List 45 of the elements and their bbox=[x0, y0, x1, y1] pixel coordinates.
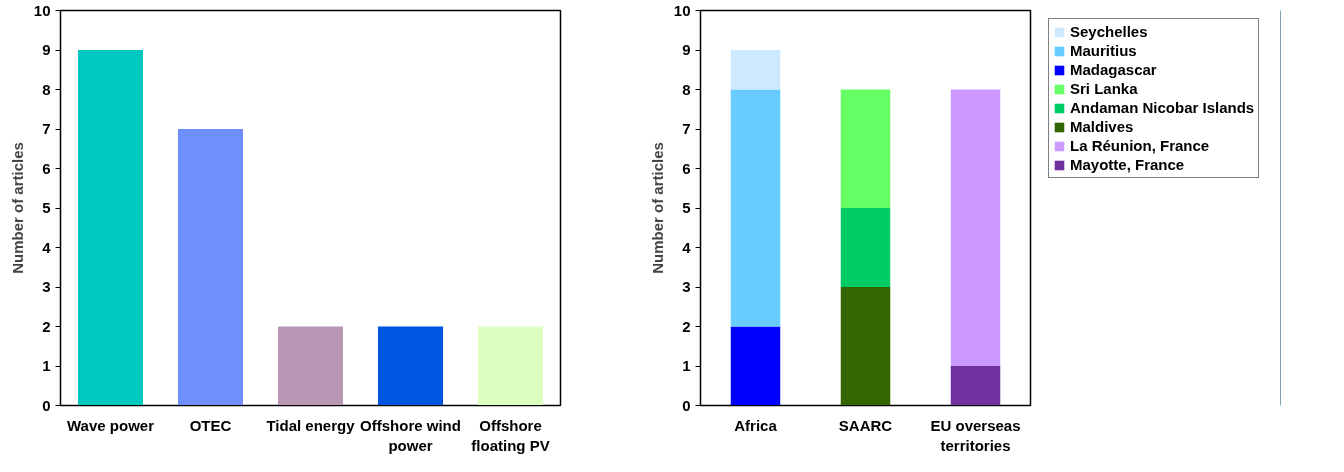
y-tick-label: 10 bbox=[673, 1, 691, 19]
legend-label: Seychelles bbox=[1070, 23, 1148, 40]
y-tick-label: 1 bbox=[42, 357, 51, 374]
y-tick-label: 6 bbox=[42, 159, 51, 177]
y-tick-label: 7 bbox=[42, 120, 51, 137]
bar bbox=[378, 326, 443, 406]
legend-label: Maldives bbox=[1070, 118, 1134, 135]
legend-label: Mauritius bbox=[1070, 42, 1137, 59]
legend-label: Mayotte, France bbox=[1070, 156, 1185, 173]
y-tick-label: 10 bbox=[33, 1, 51, 19]
x-tick-label: OTEC bbox=[189, 416, 232, 434]
x-tick-label: Offshore floating PV bbox=[471, 416, 550, 454]
y-tick-label: 9 bbox=[682, 41, 691, 58]
bar bbox=[478, 326, 543, 406]
x-tick-label: Wave power bbox=[67, 416, 155, 434]
y-tick-label: 0 bbox=[42, 396, 51, 414]
y-tick-label: 1 bbox=[682, 357, 691, 374]
y-tick-label: 5 bbox=[682, 199, 691, 216]
y-tick-label: 0 bbox=[682, 396, 691, 414]
y-axis-title: Number of articles bbox=[648, 142, 666, 274]
y-tick-label: 2 bbox=[682, 317, 691, 335]
x-tick-label: Offshore wind power bbox=[360, 416, 461, 454]
y-tick-label: 4 bbox=[682, 238, 692, 256]
bar bbox=[78, 50, 143, 406]
x-tick-label: Tidal energy bbox=[266, 416, 356, 434]
x-tick-label: EU overseas territories bbox=[930, 416, 1021, 454]
x-tick-label: SAARC bbox=[838, 416, 893, 434]
legend-label: Andaman Nicobar Islands bbox=[1070, 99, 1255, 116]
y-tick-label: 8 bbox=[42, 80, 51, 98]
y-tick-label: 2 bbox=[42, 317, 51, 335]
legend-label: La Réunion, France bbox=[1070, 137, 1210, 154]
y-axis-title: Number of articles bbox=[8, 142, 26, 274]
legend-label: Madagascar bbox=[1070, 61, 1157, 78]
y-tick-label: 9 bbox=[42, 41, 51, 58]
y-tick-label: 5 bbox=[42, 199, 51, 216]
y-tick-label: 6 bbox=[682, 159, 691, 177]
y-tick-label: 3 bbox=[42, 278, 51, 295]
bar bbox=[278, 326, 343, 406]
x-tick-label: Africa bbox=[734, 416, 778, 434]
y-tick-label: 8 bbox=[682, 80, 691, 98]
y-tick-label: 3 bbox=[682, 278, 691, 295]
legend-label: Sri Lanka bbox=[1070, 80, 1138, 97]
bar bbox=[178, 129, 243, 406]
y-tick-label: 7 bbox=[682, 120, 691, 137]
y-tick-label: 4 bbox=[42, 238, 52, 256]
